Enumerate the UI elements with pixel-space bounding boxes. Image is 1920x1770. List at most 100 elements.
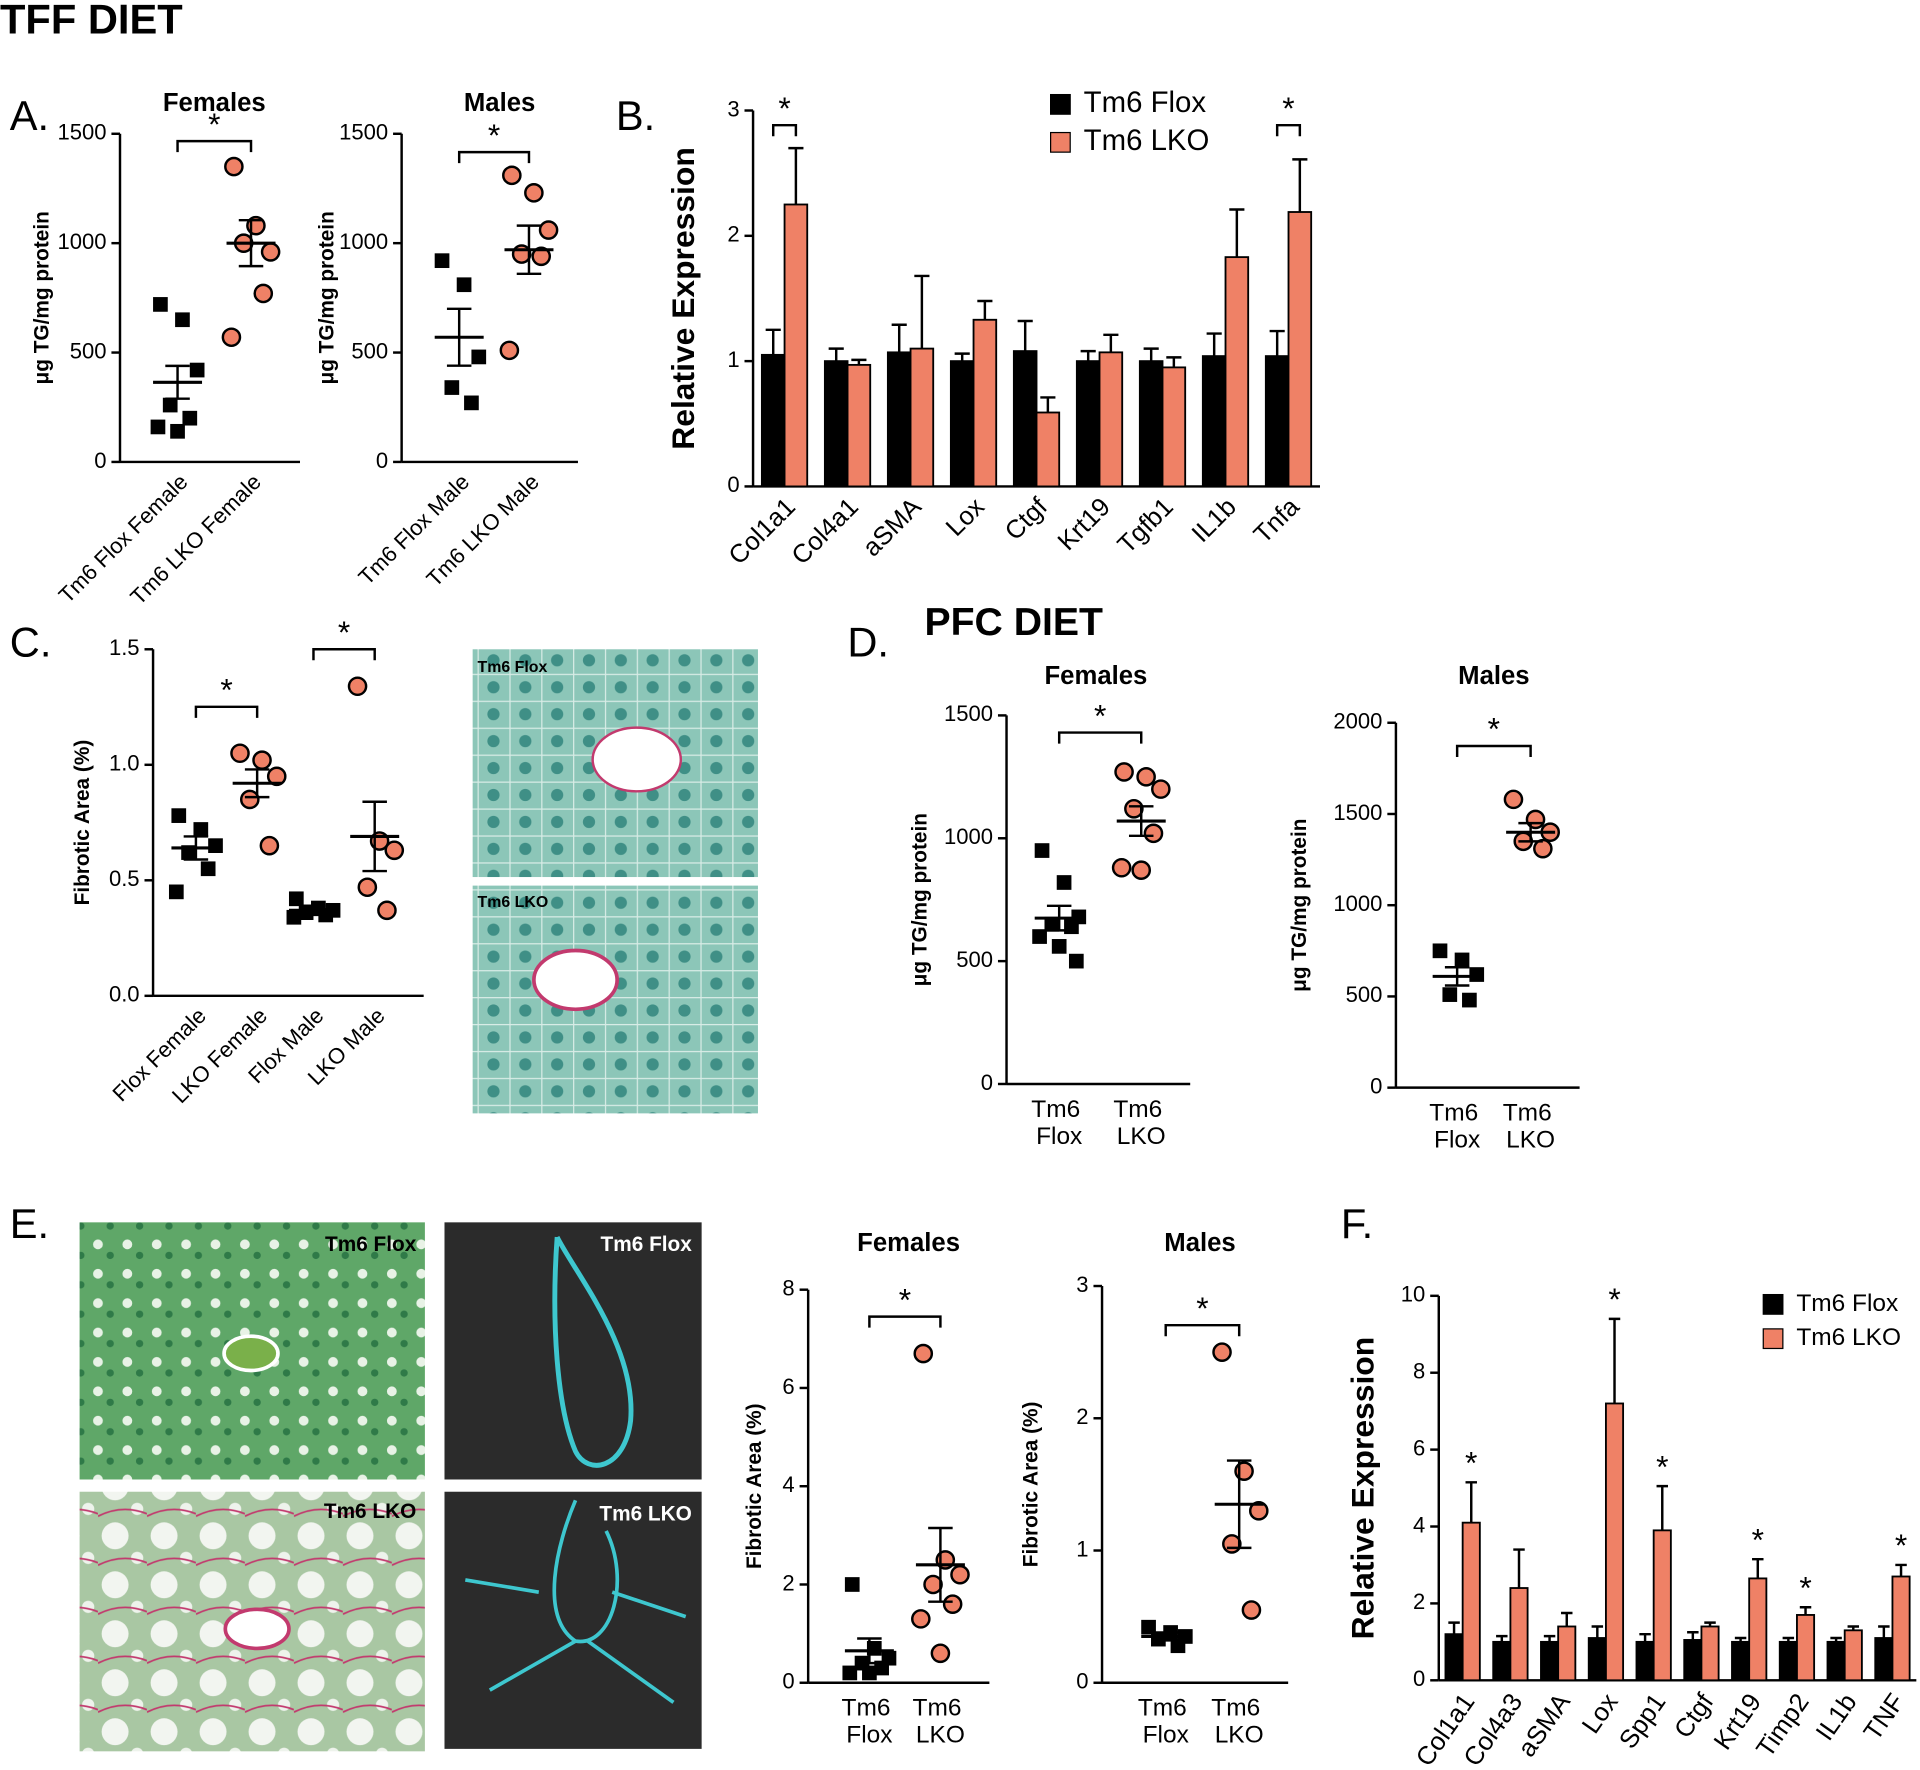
- image-label: Tm6 LKO: [478, 894, 549, 911]
- sem-bar: [516, 224, 542, 276]
- x-tick-label: Tm6 LKO: [1211, 1695, 1267, 1749]
- bar: [1605, 1402, 1625, 1682]
- bar: [1748, 1577, 1768, 1682]
- data-point: [524, 183, 544, 203]
- error-bar: [1448, 1621, 1460, 1635]
- bar: [1012, 350, 1038, 488]
- y-tick-label: 0: [1413, 1666, 1425, 1691]
- x-tick-label: aSMA: [858, 492, 928, 562]
- error-bar: [1687, 1631, 1699, 1640]
- data-point: [1114, 762, 1134, 782]
- bar: [1874, 1637, 1894, 1682]
- sem-bar: [1128, 805, 1154, 838]
- y-tick-label: 10: [1401, 1282, 1426, 1307]
- data-point: [1064, 919, 1079, 935]
- bar: [1826, 1640, 1846, 1682]
- error-bar: [1040, 396, 1056, 413]
- significance: *: [1094, 697, 1106, 733]
- y-tick-label: 2: [1076, 1404, 1088, 1429]
- data-point: [1442, 987, 1458, 1002]
- data-point: [930, 1643, 951, 1664]
- x-tick-label: Lox: [1577, 1689, 1624, 1739]
- bar: [1161, 366, 1187, 488]
- legend-swatch: [1762, 1328, 1784, 1350]
- sem-bar: [1518, 821, 1543, 843]
- significance: *: [1799, 1570, 1811, 1606]
- significance: *: [1196, 1290, 1208, 1326]
- error-bar: [1496, 1634, 1508, 1642]
- x-tick-label: IL1b: [1811, 1689, 1863, 1746]
- data-point: [874, 1660, 889, 1676]
- bar: [1796, 1614, 1816, 1682]
- data-point: [538, 220, 559, 240]
- error-bar: [891, 323, 907, 353]
- legend-label: Tm6 Flox: [1796, 1290, 1898, 1317]
- data-point: [252, 750, 272, 770]
- x-tick-label: Tm6 LKO: [1113, 1096, 1169, 1150]
- bar: [1557, 1625, 1577, 1682]
- data-point: [950, 1564, 970, 1585]
- legend-swatch: [1050, 93, 1071, 115]
- data-point: [260, 242, 281, 262]
- significance: *: [1488, 711, 1500, 747]
- significance: *: [338, 614, 350, 650]
- data-point: [1248, 1501, 1269, 1521]
- chart-title: Females: [857, 1229, 960, 1257]
- data-point: [153, 297, 168, 312]
- bracket: [771, 123, 798, 137]
- y-tick-label: 1.5: [109, 635, 140, 660]
- y-tick-label: 0.5: [109, 866, 140, 891]
- data-point: [189, 362, 205, 378]
- data-point: [224, 156, 244, 177]
- y-axis-label: Fibrotic Area (%): [743, 1403, 766, 1569]
- error-bar: [1561, 1611, 1573, 1627]
- data-point: [1141, 1619, 1156, 1635]
- y-tick-label: 1: [1076, 1536, 1088, 1561]
- data-point: [862, 1665, 877, 1681]
- sem-bar: [244, 768, 270, 799]
- y-tick-label: 4: [782, 1472, 794, 1497]
- micrograph: [472, 885, 758, 1114]
- data-point: [1143, 823, 1164, 844]
- y-axis-label: Relative Expression: [1345, 1337, 1381, 1640]
- data-point: [1503, 789, 1524, 810]
- error-bar: [1704, 1621, 1716, 1627]
- data-point: [175, 312, 190, 328]
- data-point: [347, 676, 368, 697]
- y-tick-label: 3: [1076, 1272, 1088, 1297]
- data-point: [288, 891, 304, 907]
- y-tick-label: 0: [376, 448, 388, 473]
- significance: *: [208, 106, 220, 142]
- y-tick-label: 500: [1346, 982, 1383, 1007]
- data-point: [1056, 875, 1072, 890]
- error-bar: [1830, 1636, 1842, 1642]
- panel-label: F.: [1341, 1200, 1373, 1247]
- data-point: [1032, 929, 1047, 944]
- error-bar: [977, 299, 993, 320]
- y-tick-label: 8: [782, 1276, 794, 1301]
- y-tick-label: 2000: [1333, 709, 1382, 734]
- data-point: [377, 900, 397, 921]
- bracket: [194, 705, 259, 718]
- data-point: [456, 277, 472, 293]
- data-point: [1151, 779, 1171, 799]
- bar: [1635, 1640, 1655, 1682]
- bar: [1843, 1629, 1863, 1682]
- bracket: [457, 150, 531, 164]
- y-tick-label: 3: [727, 96, 739, 121]
- legend-label: Tm6 Flox: [1084, 86, 1207, 119]
- x-tick-label: Tgfb1: [1113, 493, 1179, 559]
- bar: [1492, 1640, 1512, 1682]
- y-tick-label: 1500: [1333, 800, 1382, 825]
- x-tick-label: IL1b: [1187, 493, 1242, 548]
- y-axis-label: Fibrotic Area (%): [71, 740, 94, 906]
- error-bar: [1639, 1632, 1651, 1642]
- error-bar: [1608, 1317, 1621, 1404]
- sem-bar: [165, 364, 190, 400]
- significance: *: [1656, 1448, 1668, 1484]
- error-bar: [1656, 1484, 1668, 1531]
- y-tick-label: 4: [1413, 1512, 1425, 1537]
- error-bar: [1166, 356, 1182, 368]
- significance: *: [899, 1281, 911, 1317]
- data-point: [1124, 798, 1144, 819]
